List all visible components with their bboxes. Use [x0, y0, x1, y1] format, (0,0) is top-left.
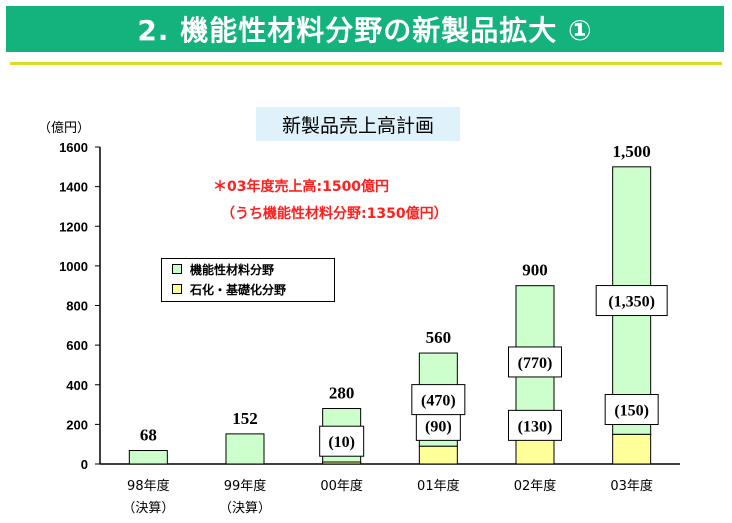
page-title: 2. 機能性材料分野の新製品拡大 ①	[6, 6, 724, 52]
x-tick-sublabel: （決算）	[219, 501, 271, 516]
x-tick-label: 00年度	[320, 478, 363, 494]
segment-label-functional: (770)	[518, 355, 553, 372]
segment-label-functional: (470)	[421, 393, 456, 410]
bar-segment-functional	[225, 433, 265, 465]
y-tick-label: 1200	[59, 219, 88, 234]
chart-legend: 機能性材料分野 石化・基礎化分野	[161, 258, 335, 302]
legend-label-petrochem: 石化・基礎化分野	[190, 282, 287, 297]
x-tick-sublabel: （決算）	[122, 501, 174, 516]
bar-total-label: 1,500	[613, 142, 651, 161]
x-tick-label: 01年度	[417, 478, 460, 494]
bar-total-label: 68	[140, 426, 157, 445]
y-tick-label: 1000	[59, 259, 88, 274]
segment-label-petrochem-box	[604, 394, 659, 426]
legend-item-petrochem: 石化・基礎化分野	[162, 279, 334, 299]
y-tick-label: 0	[81, 457, 88, 472]
sales-note-functional: （うち機能性材料分野:1350億円）	[221, 206, 448, 222]
y-tick-label: 600	[66, 338, 88, 353]
segment-label-petrochem: (150)	[614, 403, 649, 420]
legend-swatch-functional	[172, 264, 182, 274]
bar-segment-petrochem	[612, 433, 652, 465]
bar-total-label: 900	[522, 261, 548, 280]
y-axis-unit-label: （億円）	[38, 121, 91, 136]
segment-label-petrochem-box	[319, 425, 365, 457]
y-tick-label: 800	[66, 299, 88, 314]
legend-label-functional: 機能性材料分野	[190, 262, 275, 277]
x-tick-label: 99年度	[224, 478, 267, 494]
segment-label-petrochem-box	[508, 409, 562, 441]
y-tick-label: 400	[66, 378, 88, 393]
segment-label-functional-box	[508, 346, 562, 378]
segment-label-petrochem: (10)	[328, 434, 355, 451]
bar-segment-petrochem	[515, 437, 555, 465]
y-tick-label: 1600	[59, 140, 88, 155]
segment-label-petrochem-box	[415, 409, 461, 441]
segment-label-petrochem: (90)	[425, 418, 452, 435]
bar-segment-petrochem	[418, 445, 458, 465]
segment-label-functional: (1,350)	[608, 294, 655, 311]
x-tick-label: 02年度	[514, 478, 557, 494]
segment-label-functional-box	[595, 285, 668, 317]
segment-label-functional-box	[411, 384, 466, 416]
bar-total-label: 152	[232, 409, 258, 428]
segment-label-petrochem: (130)	[518, 418, 553, 435]
x-tick-label: 03年度	[610, 478, 653, 494]
legend-item-functional: 機能性材料分野	[162, 259, 334, 279]
y-tick-label: 1400	[59, 180, 88, 195]
y-tick-label: 200	[66, 417, 88, 432]
bar-segment-functional	[128, 450, 168, 465]
bar-total-label: 560	[426, 328, 452, 347]
chart-title: 新製品売上高計画	[256, 107, 460, 141]
bar-total-label: 280	[329, 384, 355, 403]
legend-swatch-petrochem	[172, 284, 182, 294]
sales-note-total: ＊03年度売上高:1500億円	[213, 179, 390, 195]
title-underline	[10, 62, 722, 65]
x-tick-label: 98年度	[127, 478, 170, 494]
